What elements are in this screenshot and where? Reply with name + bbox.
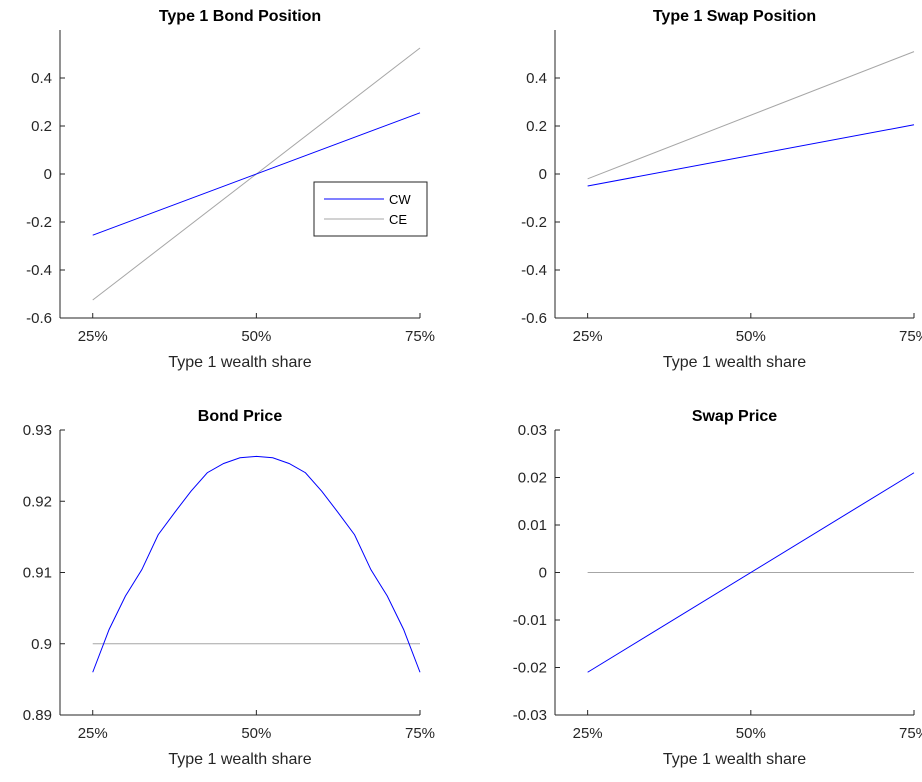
x-axis-label: Type 1 wealth share — [168, 751, 311, 768]
y-tick-label: -0.2 — [26, 214, 52, 231]
series-line-ce — [587, 51, 915, 180]
chart-panel-1: -0.6 -0.4 -0.2 0 0.2 0.4 25% 50% 75% Type 1 Bond … — [26, 8, 435, 371]
x-tick-label: 25% — [573, 725, 603, 742]
y-tick-label: -0.03 — [513, 707, 547, 724]
y-tick-label: -0.2 — [521, 214, 547, 231]
series-line-cw — [92, 455, 421, 673]
x-axis-label: Type 1 wealth share — [168, 354, 311, 371]
legend: CW CE — [313, 181, 428, 237]
y-tick-label: 0.91 — [23, 565, 52, 582]
y-tick-label: 0.93 — [23, 422, 52, 439]
y-tick-label: -0.6 — [26, 310, 52, 327]
chart-panel-2: -0.6 -0.4 -0.2 0 0.2 0.4 25% 50% 75% Type 1 Swap … — [521, 8, 922, 371]
y-tick-label: 0.2 — [526, 118, 547, 135]
x-axis-label: Type 1 wealth share — [663, 751, 806, 768]
y-tick-label: -0.02 — [513, 660, 547, 677]
x-tick-label: 75% — [899, 725, 922, 742]
y-tick-label: -0.01 — [513, 612, 547, 629]
y-tick-label: -0.4 — [26, 262, 52, 279]
chart-panel-3: 0.89 0.9 0.91 0.92 0.93 25% 50% 75% Bond Price Ty… — [23, 408, 435, 768]
x-tick-label: 50% — [241, 725, 271, 742]
x-tick-label: 50% — [736, 328, 766, 345]
y-tick-label: 0.01 — [518, 517, 547, 534]
x-tick-label: 50% — [241, 328, 271, 345]
x-axis-label: Type 1 wealth share — [663, 354, 806, 371]
legend-label-cw: CW — [389, 192, 411, 207]
chart-title: Swap Price — [692, 408, 777, 425]
y-tick-label: 0.02 — [518, 470, 547, 487]
y-tick-label: 0.4 — [526, 70, 547, 87]
y-tick-label: -0.4 — [521, 262, 547, 279]
x-tick-label: 25% — [78, 725, 108, 742]
y-tick-label: 0.03 — [518, 422, 547, 439]
y-tick-label: 0.89 — [23, 707, 52, 724]
legend-label-ce: CE — [389, 212, 407, 227]
x-tick-label: 75% — [405, 328, 435, 345]
x-tick-label: 25% — [78, 328, 108, 345]
chart-panel-4: -0.03 -0.02 -0.01 0 0.01 0.02 0.03 25% 50% 75% Swa… — [513, 408, 922, 768]
x-tick-label: 75% — [405, 725, 435, 742]
series-line-cw — [92, 112, 421, 236]
y-tick-label: 0.9 — [31, 636, 52, 653]
y-tick-label: 0 — [44, 166, 52, 183]
series-line-cw — [587, 472, 915, 673]
y-tick-label: 0 — [539, 565, 547, 582]
y-tick-label: 0.92 — [23, 493, 52, 510]
chart-title: Bond Price — [198, 408, 283, 425]
y-tick-label: -0.6 — [521, 310, 547, 327]
legend-box — [313, 181, 428, 237]
chart-title: Type 1 Swap Position — [653, 8, 816, 25]
y-tick-label: 0 — [539, 166, 547, 183]
chart-title: Type 1 Bond Position — [159, 8, 321, 25]
y-tick-label: 0.2 — [31, 118, 52, 135]
series-line-cw — [587, 124, 915, 187]
x-tick-label: 25% — [573, 328, 603, 345]
x-tick-label: 50% — [736, 725, 766, 742]
x-tick-label: 75% — [899, 328, 922, 345]
y-tick-label: 0.4 — [31, 70, 52, 87]
